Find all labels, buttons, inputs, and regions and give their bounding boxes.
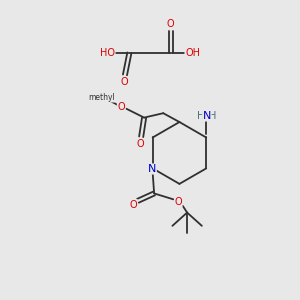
Text: HO: HO — [100, 48, 115, 58]
Text: OH: OH — [185, 48, 200, 58]
Text: O: O — [175, 197, 182, 207]
Text: N: N — [148, 164, 156, 174]
Text: H: H — [209, 111, 216, 121]
Text: O: O — [130, 200, 137, 210]
Text: N: N — [202, 111, 211, 121]
Text: O: O — [137, 139, 144, 148]
Text: H: H — [197, 111, 205, 121]
Text: O: O — [167, 19, 174, 29]
Text: O: O — [120, 77, 128, 87]
Text: methyl: methyl — [88, 93, 115, 102]
Text: O: O — [117, 102, 125, 112]
